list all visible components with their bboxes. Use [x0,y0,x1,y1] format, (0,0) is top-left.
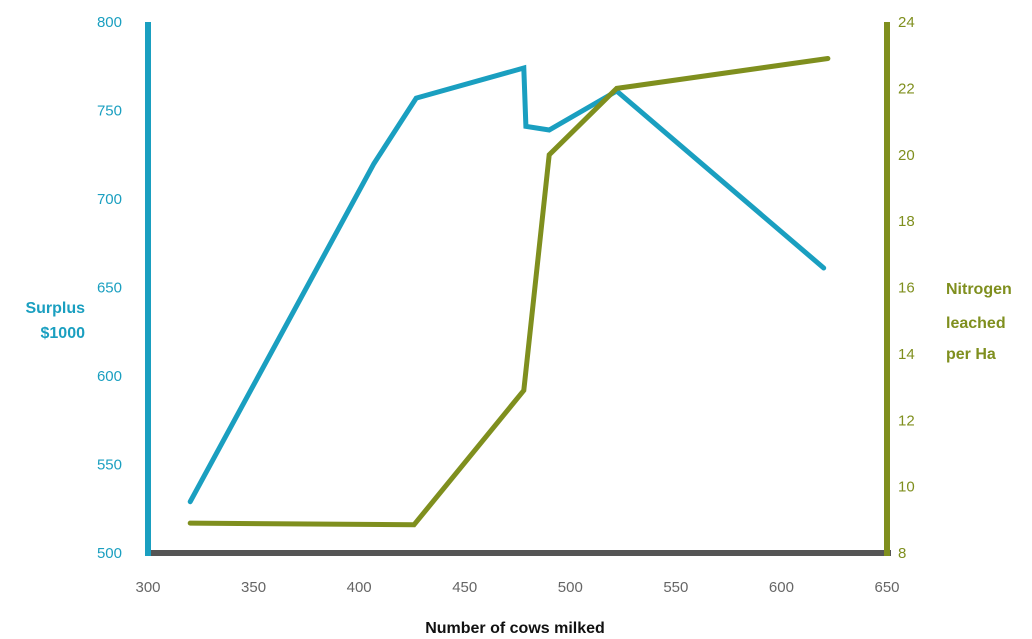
x-tick-label: 500 [558,579,583,596]
surplus-series-line [187,64,827,505]
nitrogen-series-line [187,56,831,528]
left-tick-label: 550 [97,457,122,474]
x-tick-label: 300 [135,579,160,596]
left-tick-label: 750 [97,103,122,120]
x-tick-label: 650 [874,579,899,596]
left-axis-title-line1: Surplus [25,300,85,317]
left-tick-label: 650 [97,280,122,297]
x-axis: 300 350 400 450 500 550 600 650 [135,550,900,596]
right-tick-label: 24 [898,14,915,31]
right-tick-label: 14 [898,346,915,363]
left-tick-label: 800 [97,14,122,31]
left-y-axis: 500 550 600 650 700 750 800 [97,14,151,562]
x-tick-label: 600 [769,579,794,596]
right-tick-label: 18 [898,213,915,230]
left-tick-label: 600 [97,368,122,385]
right-tick-label: 12 [898,412,915,429]
x-axis-title: Number of cows milked [425,620,605,637]
right-tick-label: 8 [898,545,906,562]
right-tick-label: 16 [898,280,915,297]
left-tick-label: 700 [97,191,122,208]
right-tick-label: 10 [898,479,915,496]
right-tick-label: 20 [898,147,915,164]
x-tick-label: 350 [241,579,266,596]
series-lines [187,56,831,528]
left-tick-label: 500 [97,545,122,562]
x-tick-label: 400 [347,579,372,596]
x-tick-label: 550 [663,579,688,596]
right-y-axis: 8 10 12 14 16 18 20 22 24 [884,14,915,562]
right-axis-title-line2: leached [946,315,1006,332]
right-tick-label: 22 [898,80,915,97]
right-axis-title-line1: Nitrogen [946,281,1012,298]
x-tick-label: 450 [452,579,477,596]
left-axis-title-line2: $1000 [41,325,86,342]
right-axis-title-line3: per Ha [946,346,996,363]
